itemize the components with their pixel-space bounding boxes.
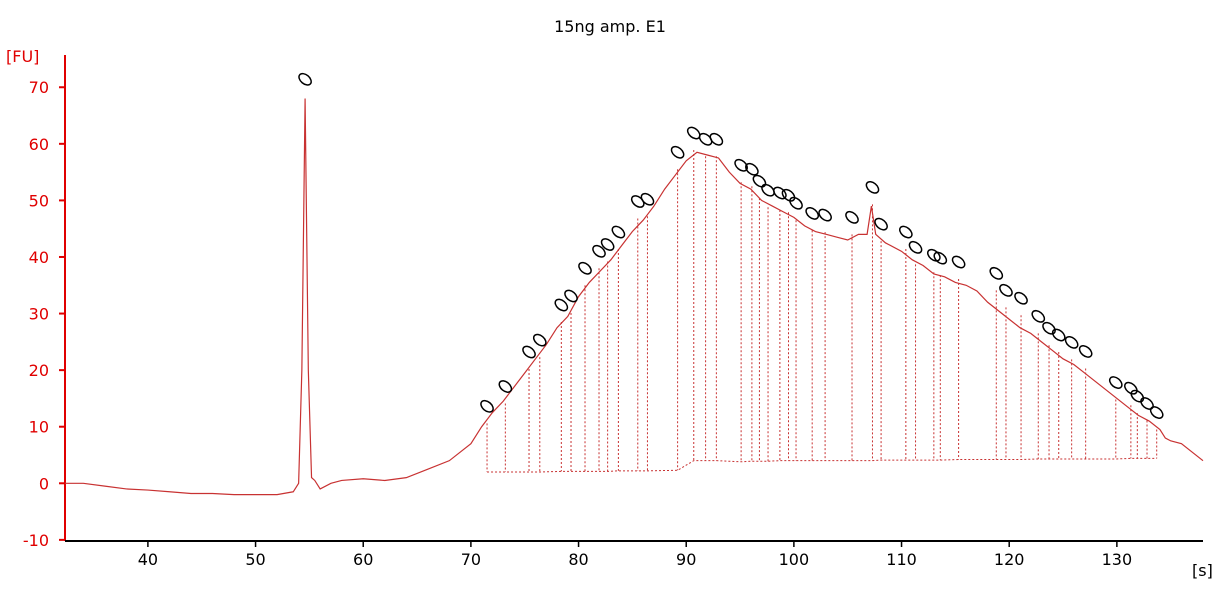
peak-marker xyxy=(564,289,578,303)
peak-marker xyxy=(670,145,685,159)
x-tick-label: 130 xyxy=(1102,550,1133,569)
peak-marker xyxy=(752,174,767,188)
x-tick-label: 80 xyxy=(568,550,588,569)
peak-marker xyxy=(745,162,759,176)
peak-marker xyxy=(1014,291,1028,305)
y-tick-label: 50 xyxy=(29,191,49,210)
peak-marker xyxy=(480,399,494,413)
peak-marker xyxy=(933,251,948,265)
peak-marker xyxy=(761,183,775,197)
x-tick-label: 100 xyxy=(779,550,810,569)
x-tick-label: 70 xyxy=(461,550,481,569)
peak-marker xyxy=(818,208,832,222)
peak-marker xyxy=(865,180,880,194)
peak-marker xyxy=(554,298,569,312)
y-tick-label: 70 xyxy=(29,78,49,97)
y-tick-label: 30 xyxy=(29,305,49,324)
y-tick-label: -10 xyxy=(23,531,49,550)
peak-marker xyxy=(845,210,859,224)
y-tick-label: 0 xyxy=(39,474,49,493)
peak-marker xyxy=(1108,376,1123,389)
peak-marker xyxy=(611,225,626,239)
x-axis-label: [s] xyxy=(1192,561,1213,580)
y-tick-label: 10 xyxy=(29,418,49,437)
x-tick-label: 110 xyxy=(886,550,917,569)
y-tick-label: 60 xyxy=(29,135,49,154)
x-tick-label: 40 xyxy=(138,550,158,569)
peak-marker xyxy=(578,261,592,275)
y-tick-label: 20 xyxy=(29,361,49,380)
chart-title: 15ng amp. E1 xyxy=(554,17,666,36)
peak-marker xyxy=(999,283,1013,297)
peak-marker xyxy=(805,206,820,220)
peak-marker xyxy=(498,380,513,393)
peak-marker xyxy=(781,188,796,202)
peak-marker xyxy=(874,217,888,231)
trace xyxy=(65,98,1204,496)
peak-marker xyxy=(709,132,724,146)
peak-marker xyxy=(989,266,1004,280)
peak-marker xyxy=(1124,381,1138,395)
peak-marker xyxy=(899,225,913,239)
x-tick-label: 50 xyxy=(245,550,265,569)
x-tick-label: 120 xyxy=(994,550,1025,569)
peak-marker xyxy=(532,333,547,347)
peak-marker xyxy=(1064,335,1079,349)
peak-marker xyxy=(698,132,713,146)
y-axis-label: [FU] xyxy=(6,47,39,66)
peak-marker xyxy=(522,345,536,359)
peak-marker xyxy=(1149,406,1164,419)
peak-marker xyxy=(1051,328,1066,342)
peak-marker xyxy=(600,238,615,251)
peak-marker xyxy=(789,196,803,210)
peak-marker xyxy=(1042,321,1056,335)
peak-marker xyxy=(1078,345,1093,358)
peak-marker xyxy=(630,195,645,208)
peak-marker xyxy=(1031,309,1046,323)
peak-marker xyxy=(1130,389,1145,403)
peak-marker xyxy=(298,72,312,86)
peak-marker xyxy=(592,244,606,258)
y-tick-label: 40 xyxy=(29,248,49,267)
x-tick-label: 60 xyxy=(353,550,373,569)
peak-marker xyxy=(1140,397,1154,410)
peak-baseline xyxy=(487,457,1157,473)
x-tick-label: 90 xyxy=(676,550,696,569)
peak-marker xyxy=(951,255,966,269)
peak-marker xyxy=(908,240,923,254)
peak-marker xyxy=(640,192,655,206)
